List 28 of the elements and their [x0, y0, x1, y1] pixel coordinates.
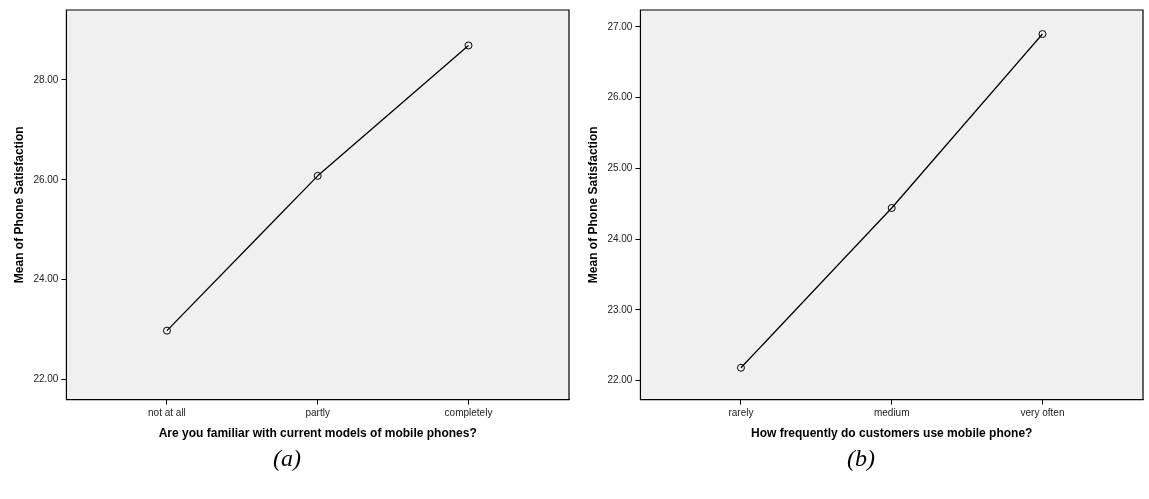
y-tick-label: 26.00 [33, 173, 59, 185]
text: (b) [846, 445, 876, 472]
point [1038, 30, 1047, 39]
y-tick-label: 22.00 [33, 373, 59, 385]
x-tick-label: very often [1020, 407, 1065, 419]
y-axis-title: Mean of Phone Satisfaction [585, 126, 600, 284]
y-tick-label: 27.00 [607, 20, 633, 32]
y-tick-label: 28.00 [33, 73, 59, 85]
point [887, 203, 896, 212]
x-axis-title: How frequently do customers use mobile phone? [751, 426, 1033, 441]
y-axis-title: Mean of Phone Satisfaction [11, 126, 26, 284]
point [736, 363, 745, 372]
x-tick-label: rarely [728, 407, 754, 419]
x-tick-label: partly [305, 407, 330, 419]
point [162, 326, 171, 335]
y-tick-label: 23.00 [607, 303, 633, 315]
y-tick-label: 22.00 [607, 374, 633, 386]
y-tick-label: 26.00 [607, 91, 633, 103]
text: (a) [272, 445, 302, 472]
y-tick-label: 24.00 [607, 232, 633, 244]
x-tick-label: completely [444, 407, 493, 419]
x-tick-label: not at all [148, 407, 186, 419]
y-tick-label: 25.00 [607, 162, 633, 174]
y-tick-label: 24.00 [33, 273, 59, 285]
point [464, 41, 473, 50]
x-axis-title: Are you familiar with current models of mobile phones? [158, 426, 477, 441]
point [313, 171, 322, 180]
x-tick-label: medium [873, 407, 910, 419]
